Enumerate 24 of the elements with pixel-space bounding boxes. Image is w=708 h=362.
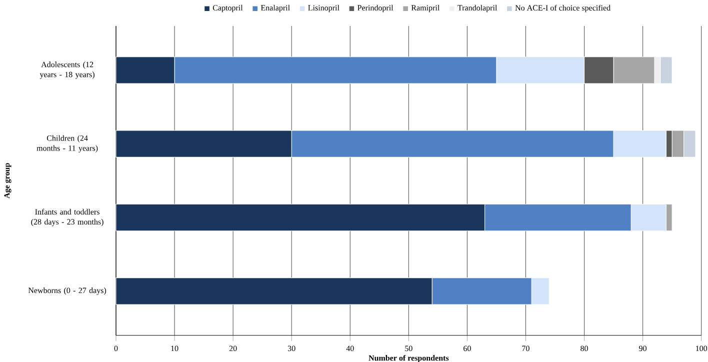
legend-label: Ramipril xyxy=(411,4,440,12)
legend-label: Enalapril xyxy=(260,4,290,12)
y-tick-label: Adolescents (12 years - 18 years) xyxy=(40,62,94,79)
legend-label: Lisinopril xyxy=(308,4,340,12)
y-tick-label: Newborns (0 - 27 days) xyxy=(28,288,106,295)
x-tick-label: 50 xyxy=(405,346,412,352)
x-tick-label: 90 xyxy=(639,346,646,352)
x-tick-label: 40 xyxy=(346,346,354,352)
legend-label: No ACE-I of choice specified xyxy=(515,4,610,12)
y-tick-label: Children (24 months - 11 years) xyxy=(36,135,98,152)
x-tick-label: 100 xyxy=(696,346,708,352)
y-axis-title: Age group xyxy=(4,163,12,198)
x-tick-label: 0 xyxy=(114,346,118,352)
y-tick-label: Infants and toddlers (28 days - 23 months) xyxy=(31,208,104,226)
legend-label: Captopril xyxy=(212,4,243,12)
x-tick-label: 70 xyxy=(522,346,530,352)
x-tick-label: 60 xyxy=(464,346,471,352)
x-tick-label: 30 xyxy=(288,346,296,352)
x-tick-label: 80 xyxy=(580,346,588,352)
x-tick-label: 20 xyxy=(229,346,237,352)
legend-label: Perindopril xyxy=(358,4,394,12)
legend-label: Trandolapril xyxy=(458,4,498,12)
x-tick-label: 10 xyxy=(171,346,178,352)
x-axis-title: Number of respondents xyxy=(368,354,449,362)
